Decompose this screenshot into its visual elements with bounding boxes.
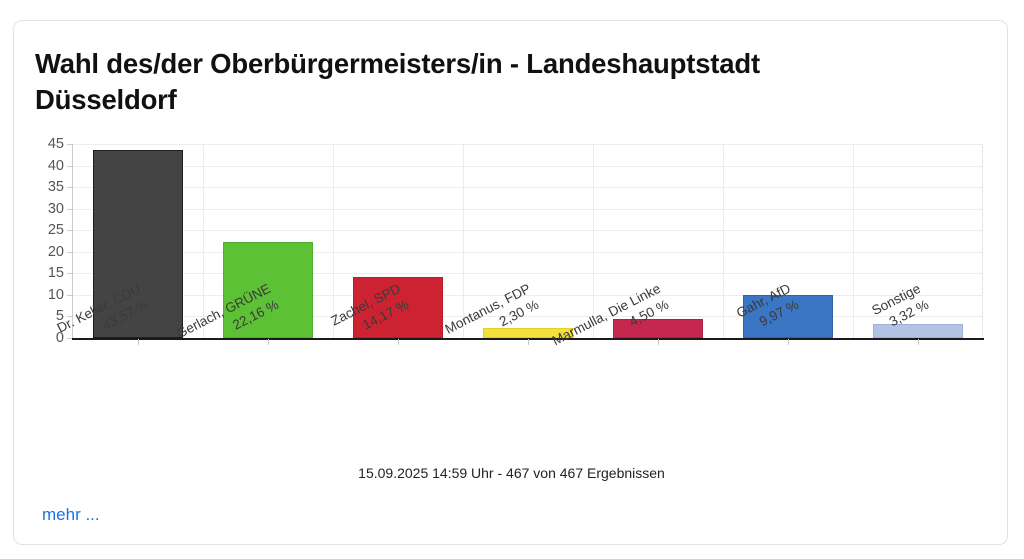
category-divider bbox=[853, 144, 854, 338]
y-axis-tick-mark bbox=[67, 187, 72, 189]
y-axis-tick-mark bbox=[67, 294, 72, 296]
category-divider bbox=[723, 144, 724, 338]
bar-group bbox=[73, 144, 983, 338]
bar-1[interactable] bbox=[93, 150, 183, 338]
y-axis-tick-label: 25 bbox=[47, 222, 64, 239]
x-axis-tick-mark bbox=[138, 339, 139, 345]
category-divider bbox=[203, 144, 204, 338]
bar-4[interactable] bbox=[483, 328, 573, 338]
page-title: Wahl des/der Oberbürgermeisters/in - Lan… bbox=[35, 48, 760, 116]
gridline bbox=[73, 165, 983, 167]
y-axis-tick-label: 10 bbox=[47, 286, 64, 303]
y-axis-tick-mark bbox=[67, 273, 72, 275]
gridline bbox=[73, 144, 983, 145]
x-axis-line bbox=[72, 338, 984, 340]
x-axis-tick-mark bbox=[788, 339, 789, 345]
bar-6[interactable] bbox=[743, 295, 833, 338]
bar-5[interactable] bbox=[613, 318, 703, 338]
y-axis-tick-label: 0 bbox=[55, 330, 64, 346]
x-axis-tick-mark bbox=[268, 339, 269, 345]
y-axis-tick-label: 45 bbox=[47, 136, 64, 152]
result-card: Wahl des/der Oberbürgermeisters/in - Lan… bbox=[13, 20, 1008, 545]
y-axis-tick-mark bbox=[67, 338, 72, 339]
election-bar-chart: 0 5 10 15 20 25 30 35 40 45 Dr. Keller, CDU 43,57 … bbox=[14, 21, 1009, 546]
result-timestamp: 15.09.2025 14:59 Uhr - 467 von 467 Ergeb… bbox=[358, 465, 665, 481]
x-axis-tick-mark bbox=[918, 339, 919, 345]
y-axis-tick-label: 15 bbox=[47, 265, 64, 282]
category-divider bbox=[333, 144, 334, 338]
x-axis-tick-mark bbox=[528, 339, 529, 345]
gridline bbox=[73, 208, 983, 210]
bar-2[interactable] bbox=[223, 242, 313, 338]
y-axis-tick-mark bbox=[67, 251, 72, 253]
y-axis-tick-mark bbox=[67, 165, 72, 167]
category-divider bbox=[463, 144, 464, 338]
gridline bbox=[73, 251, 983, 253]
gridline bbox=[73, 230, 983, 232]
bar-3[interactable] bbox=[353, 276, 443, 338]
y-axis-tick-label: 35 bbox=[47, 179, 64, 196]
y-axis-tick-label: 40 bbox=[47, 157, 64, 174]
y-axis-tick-mark bbox=[67, 144, 72, 145]
y-axis-line bbox=[72, 144, 73, 338]
x-axis-tick-mark bbox=[398, 339, 399, 345]
bar-7[interactable] bbox=[873, 323, 963, 338]
more-link[interactable]: mehr ... bbox=[42, 505, 100, 524]
y-axis-tick-mark bbox=[67, 316, 72, 318]
gridline bbox=[73, 316, 983, 318]
y-axis-tick-mark bbox=[67, 208, 72, 210]
gridline bbox=[73, 187, 983, 189]
x-axis-tick-mark bbox=[658, 339, 659, 345]
gridline bbox=[73, 273, 983, 275]
y-axis-tick-label: 20 bbox=[47, 243, 64, 260]
y-axis-tick-label: 5 bbox=[55, 308, 64, 325]
gridline bbox=[73, 294, 983, 296]
category-divider bbox=[593, 144, 594, 338]
y-axis-tick-mark bbox=[67, 230, 72, 232]
y-axis-tick-label: 30 bbox=[47, 200, 64, 217]
